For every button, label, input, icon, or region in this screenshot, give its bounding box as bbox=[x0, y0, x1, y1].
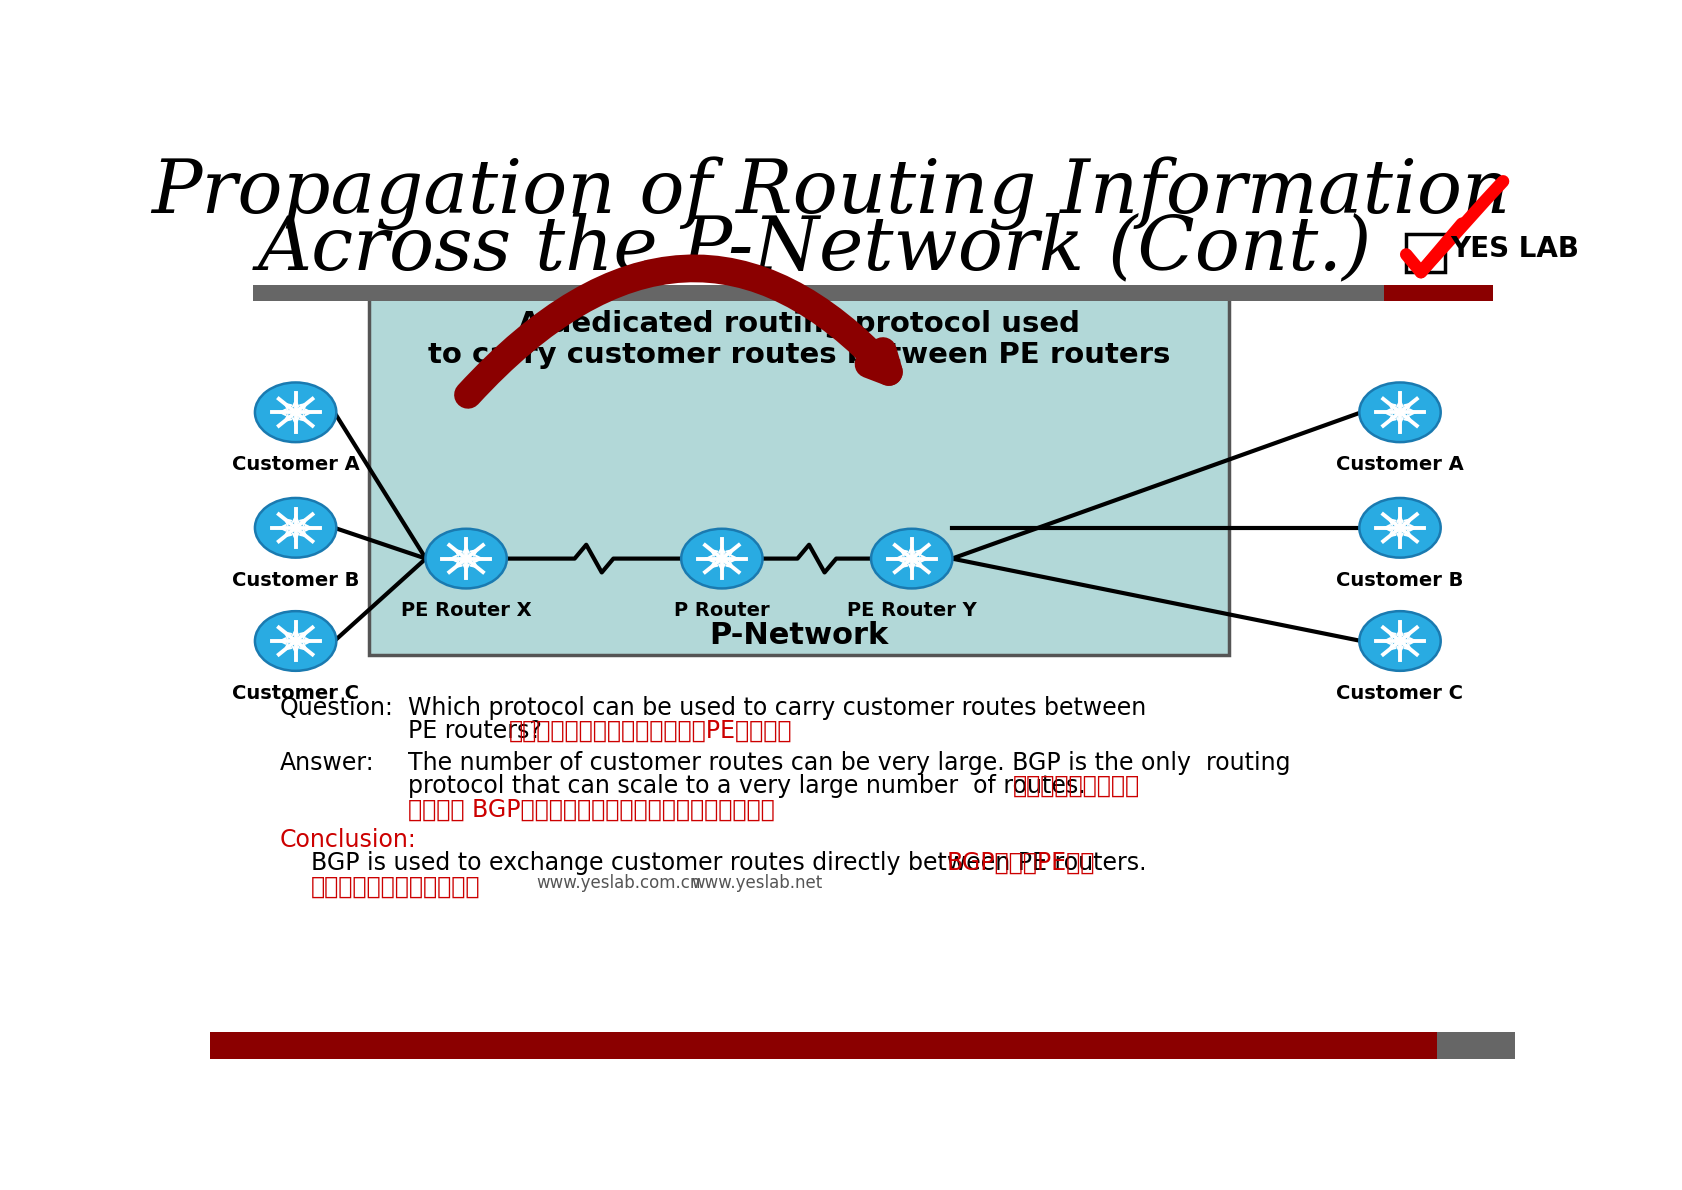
Bar bbox=[1384, 286, 1492, 301]
Ellipse shape bbox=[1359, 382, 1440, 443]
Text: A dedicated routing protocol used: A dedicated routing protocol used bbox=[518, 309, 1080, 338]
Text: P Router: P Router bbox=[674, 601, 769, 620]
Text: PE Router Y: PE Router Y bbox=[846, 601, 976, 620]
FancyArrowPatch shape bbox=[468, 268, 888, 395]
Text: Which protocol can be used to carry customer routes between: Which protocol can be used to carry cust… bbox=[407, 696, 1145, 720]
Bar bbox=[210, 1032, 1436, 1059]
Text: to carry customer routes between PE routers: to carry customer routes between PE rout… bbox=[427, 340, 1171, 369]
Ellipse shape bbox=[254, 612, 336, 671]
Text: BGP is used to exchange customer routes directly between PE routers.: BGP is used to exchange customer routes … bbox=[311, 851, 1154, 875]
Text: PE Router X: PE Router X bbox=[400, 601, 532, 620]
Ellipse shape bbox=[254, 382, 336, 443]
Text: Customer C: Customer C bbox=[1336, 684, 1463, 703]
Text: PE routers?: PE routers? bbox=[407, 719, 542, 743]
Text: The number of customer routes can be very large. BGP is the only  routing: The number of customer routes can be ver… bbox=[407, 751, 1290, 775]
Ellipse shape bbox=[681, 528, 762, 588]
Text: protocol that can scale to a very large number  of routes.: protocol that can scale to a very large … bbox=[407, 775, 1085, 798]
Bar bbox=[368, 296, 1230, 654]
Ellipse shape bbox=[1359, 612, 1440, 671]
Text: Answer:: Answer: bbox=[279, 751, 375, 775]
Text: 器之间直接交换客户路由。: 器之间直接交换客户路由。 bbox=[311, 875, 481, 898]
Ellipse shape bbox=[426, 528, 506, 588]
Bar bbox=[252, 286, 1384, 301]
Text: 哪个协议可以用来承载客户路由PE路由器？: 哪个协议可以用来承载客户路由PE路由器？ bbox=[508, 719, 792, 743]
Text: Across the P-Network (Cont.): Across the P-Network (Cont.) bbox=[257, 213, 1371, 286]
Text: Customer C: Customer C bbox=[232, 684, 358, 703]
Text: 客户路线的数量可能: 客户路线的数量可能 bbox=[1013, 775, 1139, 798]
FancyBboxPatch shape bbox=[1406, 233, 1445, 273]
Text: www.yeslab.com.cn: www.yeslab.com.cn bbox=[535, 875, 700, 892]
Text: YES LAB: YES LAB bbox=[1450, 236, 1578, 263]
Text: Question:: Question: bbox=[279, 696, 394, 720]
Text: Customer A: Customer A bbox=[1336, 455, 1463, 474]
Text: Customer A: Customer A bbox=[232, 455, 360, 474]
Text: Propagation of Routing Information: Propagation of Routing Information bbox=[151, 156, 1509, 230]
Ellipse shape bbox=[254, 497, 336, 558]
Ellipse shape bbox=[871, 528, 952, 588]
Text: BGP用于在PE路由: BGP用于在PE路由 bbox=[945, 851, 1095, 875]
Text: P-Network: P-Network bbox=[710, 621, 888, 650]
Bar bbox=[1436, 1032, 1514, 1059]
Text: Customer B: Customer B bbox=[232, 571, 358, 590]
Text: Customer B: Customer B bbox=[1336, 571, 1463, 590]
Text: Conclusion:: Conclusion: bbox=[279, 828, 417, 852]
Text: 非常大。 BGP是唯一可以扩展到大量路由的路由协议。: 非常大。 BGP是唯一可以扩展到大量路由的路由协议。 bbox=[407, 797, 774, 821]
Ellipse shape bbox=[1359, 497, 1440, 558]
Text: www.yeslab.net: www.yeslab.net bbox=[691, 875, 821, 892]
